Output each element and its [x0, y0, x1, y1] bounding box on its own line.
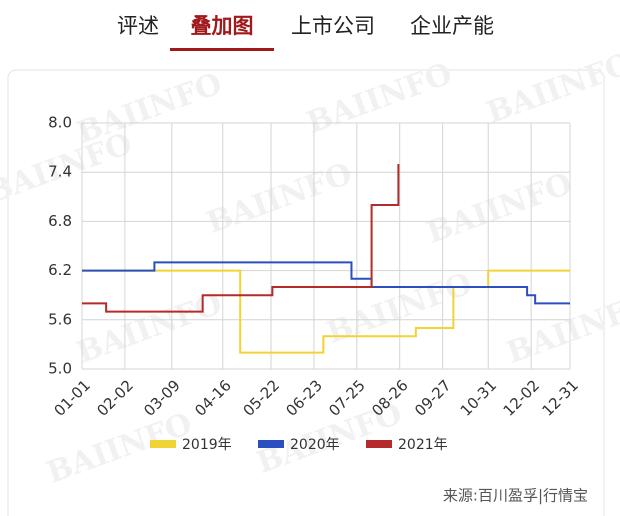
y-tick-label: 5.6 [48, 310, 72, 328]
tab[interactable]: 叠加图 [191, 14, 254, 38]
source: 来源:百川盈孚|行情宝 [443, 487, 588, 505]
y-tick-label: 8.0 [48, 114, 72, 132]
y-tick-label: 7.4 [48, 163, 72, 181]
legend-label: 2019年 [182, 437, 232, 453]
legend-swatch [258, 440, 284, 448]
series-line [82, 164, 400, 313]
y-tick-label: 5.0 [48, 360, 72, 378]
legend-label: 2021年 [398, 437, 448, 453]
tab[interactable]: 评述 [117, 14, 159, 38]
card [7, 69, 605, 516]
tab-bar: 评述 叠加图 上市公司 企业产能 [117, 14, 494, 51]
tab[interactable]: 上市公司 [291, 14, 375, 38]
legend-swatch [150, 440, 176, 448]
active-tab-underline [170, 48, 274, 51]
tab[interactable]: 企业产能 [410, 14, 494, 38]
legend-label: 2020年 [290, 437, 340, 453]
y-tick-label: 6.8 [48, 212, 72, 230]
legend-swatch [366, 440, 392, 448]
series-line [82, 269, 570, 354]
y-tick-label: 6.2 [48, 261, 72, 279]
